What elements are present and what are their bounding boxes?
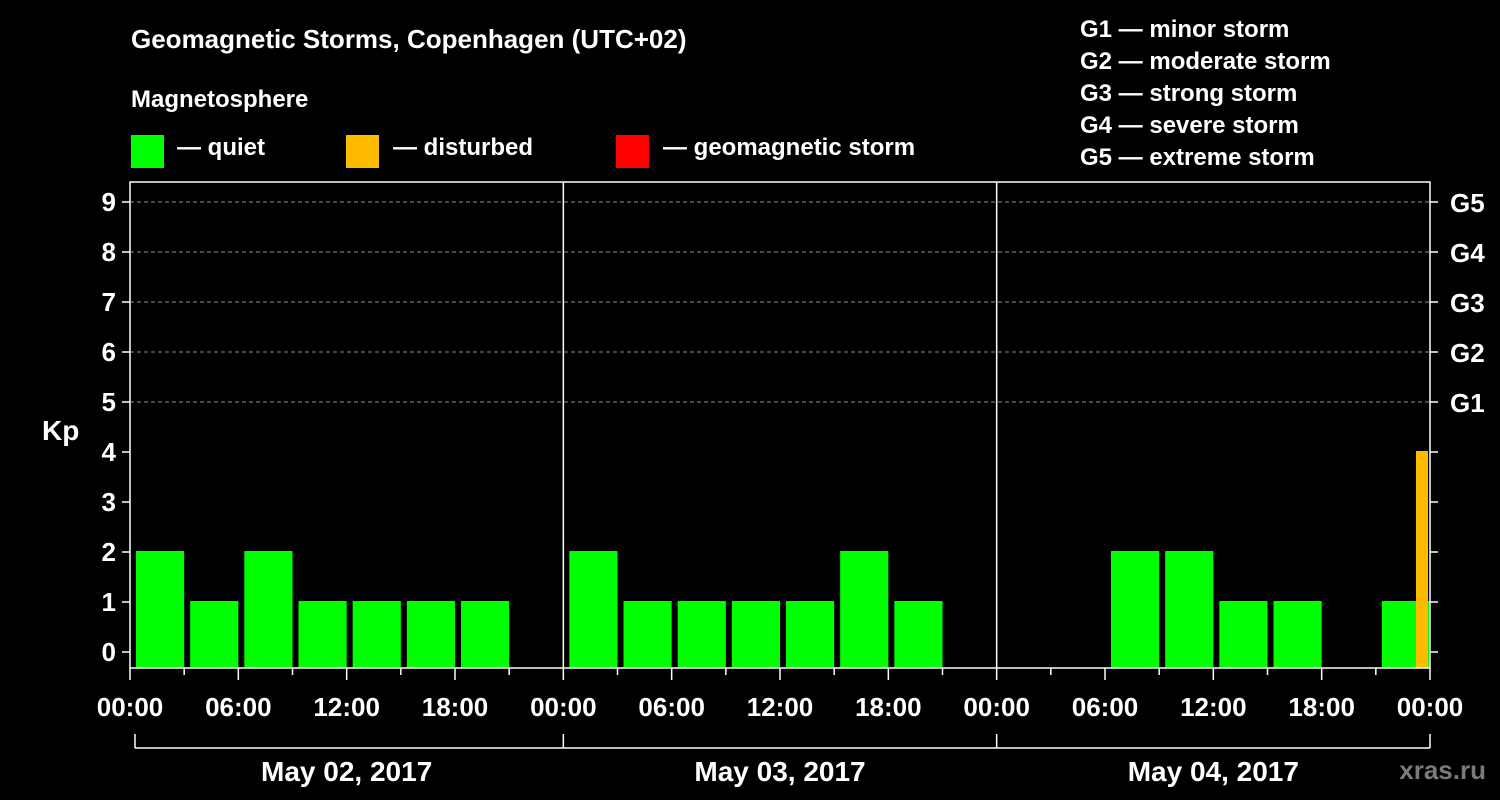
kp-bar: [1273, 601, 1322, 668]
kp-bar: [244, 551, 293, 668]
plot-frame: [129, 181, 1431, 669]
kp-bar: [136, 551, 185, 668]
legend-swatch-disturbed: [346, 135, 379, 168]
g-scale-item: G3 — strong storm: [1080, 80, 1298, 107]
kp-bar: [190, 601, 239, 668]
watermark: xras.ru: [1399, 755, 1486, 785]
kp-bar: [406, 601, 455, 668]
g-level-label: G4: [1450, 238, 1485, 268]
day-label: May 02, 2017: [261, 756, 432, 787]
kp-bar: [569, 551, 618, 668]
x-tick-label: 12:00: [313, 692, 380, 722]
y-tick-label: 1: [102, 587, 116, 617]
g-scale-item: G2 — moderate storm: [1080, 48, 1331, 75]
kp-bar: [1219, 601, 1268, 668]
g-level-label: G3: [1450, 288, 1485, 318]
x-tick-label: 06:00: [1072, 692, 1139, 722]
kp-bar: [731, 601, 780, 668]
x-tick-label: 06:00: [638, 692, 705, 722]
y-tick-label: 4: [102, 437, 117, 467]
y-tick-label: 2: [102, 537, 116, 567]
x-tick-label: 18:00: [422, 692, 489, 722]
kp-bar: [461, 601, 510, 668]
kp-bar: [352, 601, 401, 668]
g-scale-item: G5 — extreme storm: [1080, 144, 1315, 171]
y-axis-label: Kp: [42, 415, 79, 446]
kp-bar: [677, 601, 726, 668]
g-scale-item: G1 — minor storm: [1080, 16, 1290, 43]
x-tick-label: 18:00: [1288, 692, 1355, 722]
x-tick-label: 18:00: [855, 692, 922, 722]
x-tick-label: 00:00: [963, 692, 1030, 722]
y-tick-label: 6: [102, 337, 116, 367]
x-tick-label: 12:00: [1180, 692, 1247, 722]
day-label: May 04, 2017: [1128, 756, 1299, 787]
chart-subtitle: Magnetosphere: [131, 86, 309, 113]
x-tick-label: 00:00: [1397, 692, 1464, 722]
kp-bar: [840, 551, 889, 668]
legend-label-storm: — geomagnetic storm: [663, 134, 916, 161]
y-tick-label: 0: [102, 637, 116, 667]
kp-bar: [894, 601, 943, 668]
kp-bar: [1416, 451, 1428, 668]
y-tick-label: 5: [102, 387, 116, 417]
kp-bar: [298, 601, 347, 668]
kp-bar: [623, 601, 672, 668]
y-tick-label: 8: [102, 237, 116, 267]
legend-label-quiet: — quiet: [177, 134, 265, 161]
legend-label-disturbed: — disturbed: [393, 134, 534, 161]
y-tick-label: 9: [102, 187, 116, 217]
y-tick-label: 7: [102, 287, 116, 317]
x-tick-label: 12:00: [747, 692, 814, 722]
kp-bar: [786, 601, 835, 668]
day-label: May 03, 2017: [694, 756, 865, 787]
legend-swatch-storm: [616, 135, 649, 168]
y-tick-label: 3: [102, 487, 116, 517]
legend-swatch-quiet: [131, 135, 164, 168]
chart-title: Geomagnetic Storms, Copenhagen (UTC+02): [131, 24, 687, 54]
kp-bar: [1165, 551, 1214, 668]
g-level-label: G5: [1450, 188, 1485, 218]
kp-bar: [1111, 551, 1160, 668]
g-level-label: G1: [1450, 388, 1485, 418]
x-tick-label: 00:00: [530, 692, 597, 722]
g-scale-legend: G1 — minor storm G2 — moderate storm G3 …: [1080, 14, 1331, 174]
x-tick-label: 00:00: [97, 692, 164, 722]
x-tick-label: 06:00: [205, 692, 272, 722]
g-scale-item: G4 — severe storm: [1080, 112, 1299, 139]
g-level-label: G2: [1450, 338, 1485, 368]
